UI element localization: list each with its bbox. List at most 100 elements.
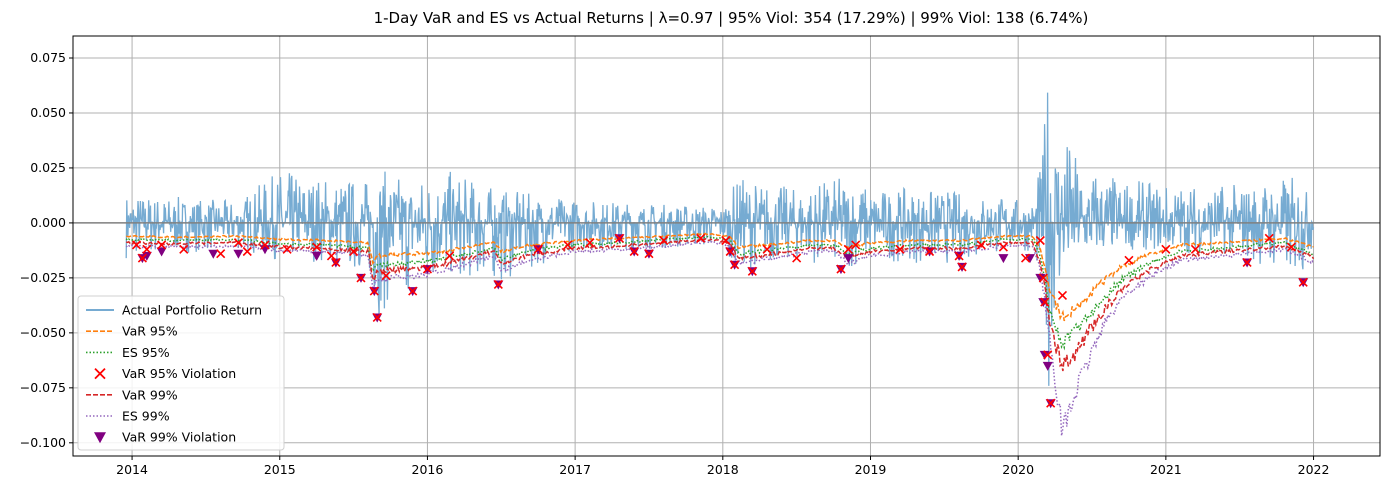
y-tick-label: −0.025 bbox=[20, 270, 66, 285]
violation-95-marker bbox=[614, 233, 624, 243]
violation-95-marker bbox=[1264, 233, 1274, 243]
legend-box bbox=[77, 295, 285, 451]
x-tick-label: 2022 bbox=[1298, 462, 1330, 477]
violation-95-marker bbox=[349, 246, 359, 257]
y-tick-label: −0.050 bbox=[20, 325, 66, 340]
violation-95-marker bbox=[137, 253, 147, 263]
violation-95-marker bbox=[1046, 398, 1056, 408]
violation-95-marker bbox=[954, 251, 964, 261]
violation-95-marker bbox=[233, 238, 243, 248]
violation-99-marker bbox=[843, 254, 854, 264]
violation-99-marker bbox=[141, 251, 152, 261]
violation-95-marker bbox=[1020, 253, 1031, 263]
markers-layer bbox=[131, 233, 1309, 409]
violation-95-marker bbox=[1043, 350, 1053, 360]
y-tick-label: 0.000 bbox=[30, 215, 66, 230]
violation-95-marker bbox=[762, 244, 772, 254]
y-axis: 0.075 0.050 0.025 0.000 −0.025 −0.050 −0.075 −0… bbox=[20, 50, 73, 450]
x-tick-label: 2020 bbox=[1002, 462, 1034, 477]
violation-95-marker bbox=[1038, 273, 1048, 283]
series-es-99 bbox=[125, 240, 1315, 436]
violation-95-marker bbox=[1242, 257, 1252, 268]
violation-95-marker bbox=[1124, 255, 1134, 265]
legend-entry: VaR 95% bbox=[86, 324, 178, 339]
violation-95-marker bbox=[422, 264, 433, 274]
legend-label: VaR 95% bbox=[122, 324, 178, 339]
violation-95-marker bbox=[142, 244, 152, 254]
violation-95-marker bbox=[242, 246, 252, 257]
x-tick-label: 2016 bbox=[412, 462, 444, 477]
violation-99-marker bbox=[208, 249, 219, 259]
legend-entry: VaR 99% Violation bbox=[94, 430, 236, 445]
violation-99-marker bbox=[1039, 350, 1050, 360]
violation-95-marker bbox=[326, 251, 337, 261]
violation-95-marker bbox=[730, 260, 740, 270]
violation-95-marker bbox=[924, 246, 935, 257]
violation-95-marker bbox=[493, 279, 503, 290]
plot-frame bbox=[72, 35, 1381, 457]
violation-95-marker bbox=[445, 251, 455, 261]
violation-95-marker bbox=[725, 246, 735, 257]
violation-95-marker bbox=[1057, 290, 1068, 301]
violation-95-marker bbox=[1286, 242, 1296, 252]
violation-99-marker bbox=[1042, 361, 1053, 371]
violation-95-marker bbox=[1035, 235, 1045, 246]
violation-95-marker bbox=[1161, 244, 1171, 254]
series-layer bbox=[125, 232, 1315, 436]
legend-label: VaR 95% Violation bbox=[122, 366, 236, 381]
legend-label: ES 95% bbox=[122, 345, 170, 360]
violation-95-marker bbox=[659, 235, 669, 246]
legend-entry: ES 99% bbox=[86, 409, 170, 424]
legend-label: ES 99% bbox=[122, 409, 170, 424]
violation-95-marker bbox=[282, 244, 292, 254]
series-var-95 bbox=[126, 232, 1314, 322]
x-tick-label: 2018 bbox=[707, 462, 739, 477]
violation-99-marker bbox=[259, 245, 270, 255]
violation-95-marker bbox=[792, 253, 802, 263]
violation-95-marker bbox=[998, 242, 1008, 252]
violation-95-marker bbox=[721, 235, 731, 246]
series-es-95 bbox=[125, 235, 1314, 351]
violation-95-marker bbox=[408, 286, 418, 296]
violation-95-marker bbox=[381, 271, 391, 281]
x-axis: 2014 2015 2016 2017 2018 2019 2020 2021 2022 bbox=[116, 456, 1329, 477]
violation-99-marker bbox=[233, 249, 244, 259]
violation-95-marker bbox=[372, 312, 382, 323]
x-tick-label: 2021 bbox=[1150, 462, 1182, 477]
series-var-99 bbox=[125, 237, 1315, 372]
legend-entry: VaR 99% bbox=[86, 387, 178, 402]
violation-95-marker bbox=[747, 266, 757, 276]
violation-95-marker bbox=[331, 257, 341, 268]
chart-title: 1-Day VaR and ES vs Actual Returns | λ=0… bbox=[374, 9, 1089, 27]
x-tick-label: 2015 bbox=[264, 462, 296, 477]
violation-99-marker bbox=[1035, 273, 1046, 283]
violation-95-marker bbox=[216, 249, 226, 259]
violation-99-marker bbox=[156, 247, 167, 257]
violation-95-marker bbox=[644, 249, 654, 259]
legend-label: VaR 99% bbox=[122, 387, 178, 402]
violation-95-marker bbox=[533, 244, 543, 254]
legend-entry: VaR 95% Violation bbox=[94, 366, 236, 381]
violation-95-marker bbox=[851, 240, 861, 250]
violation-95-marker bbox=[585, 238, 595, 248]
violation-95-marker bbox=[312, 242, 322, 252]
violation-99-marker bbox=[311, 251, 322, 261]
violation-99-marker bbox=[998, 254, 1009, 264]
violation-95-marker bbox=[563, 240, 573, 250]
violation-95-marker bbox=[369, 286, 379, 296]
violation-95-marker bbox=[895, 244, 905, 254]
legend: Actual Portfolio Return VaR 95% ES 95% VaR … bbox=[77, 295, 285, 451]
violation-95-marker bbox=[157, 240, 167, 250]
violation-95-marker bbox=[836, 264, 846, 274]
legend-entry: ES 95% bbox=[86, 345, 170, 360]
x-tick-label: 2014 bbox=[116, 462, 148, 477]
violation-95-marker bbox=[1040, 297, 1050, 307]
violation-95-marker bbox=[131, 240, 142, 250]
y-tick-label: 0.050 bbox=[30, 105, 66, 120]
legend-swatch bbox=[94, 367, 106, 380]
y-tick-label: 0.025 bbox=[30, 160, 66, 175]
violation-95-marker bbox=[696, 233, 706, 243]
violation-95-marker bbox=[843, 244, 853, 254]
y-tick-label: 0.075 bbox=[30, 50, 66, 65]
